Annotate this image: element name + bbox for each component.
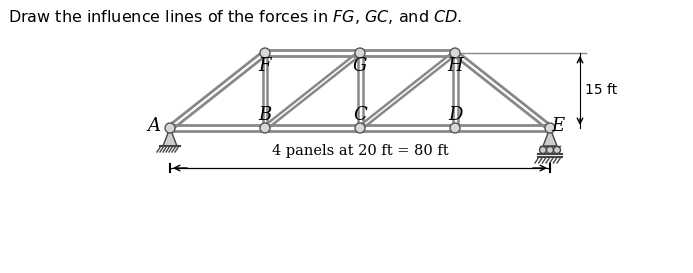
Circle shape	[450, 48, 460, 58]
Text: A: A	[148, 117, 161, 135]
Circle shape	[539, 147, 547, 153]
Circle shape	[554, 147, 561, 153]
Text: Draw the influence lines of the forces in $FG$, $GC$, and $CD$.: Draw the influence lines of the forces i…	[8, 8, 462, 26]
Circle shape	[450, 123, 460, 133]
Circle shape	[260, 123, 270, 133]
Text: G: G	[353, 57, 367, 75]
Text: D: D	[448, 106, 462, 124]
Polygon shape	[543, 128, 557, 146]
Circle shape	[355, 123, 365, 133]
Polygon shape	[163, 128, 177, 146]
Text: C: C	[353, 106, 367, 124]
Text: 15 ft: 15 ft	[585, 84, 617, 97]
Circle shape	[260, 48, 270, 58]
Text: B: B	[258, 106, 272, 124]
Circle shape	[165, 123, 175, 133]
Circle shape	[547, 147, 554, 153]
Text: F: F	[258, 57, 271, 75]
Text: 4 panels at 20 ft = 80 ft: 4 panels at 20 ft = 80 ft	[272, 144, 448, 158]
Text: E: E	[552, 117, 565, 135]
Text: H: H	[447, 57, 463, 75]
Circle shape	[545, 123, 555, 133]
Circle shape	[355, 48, 365, 58]
